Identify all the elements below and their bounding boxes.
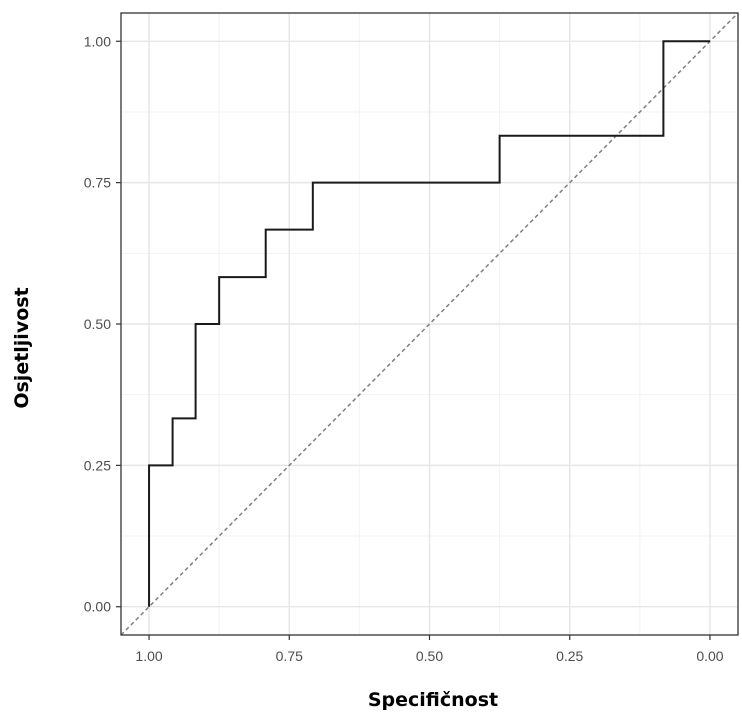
y-axis-ticks: 0.00 0.25 0.50 0.75 1.00 <box>84 33 121 615</box>
y-tick-label: 0.00 <box>84 599 111 615</box>
x-tick-label: 0.25 <box>556 648 583 664</box>
y-tick-label: 0.25 <box>84 457 111 473</box>
y-axis-title: Osjetljivost <box>11 287 33 408</box>
y-tick-label: 1.00 <box>84 33 111 49</box>
diagonal-line <box>120 12 739 636</box>
x-axis-title: Specifičnost <box>368 689 498 711</box>
roc-curve <box>148 40 710 607</box>
y-tick-label: 0.50 <box>84 316 111 332</box>
x-tick-label: 0.50 <box>416 648 443 664</box>
roc-step-line <box>148 40 710 607</box>
x-axis-ticks: 1.00 0.75 0.50 0.25 0.00 <box>135 635 724 664</box>
y-tick-label: 0.75 <box>84 175 111 191</box>
x-tick-label: 0.75 <box>276 648 303 664</box>
x-tick-label: 1.00 <box>135 648 162 664</box>
x-tick-label: 0.00 <box>696 648 723 664</box>
reference-diagonal <box>120 12 739 636</box>
